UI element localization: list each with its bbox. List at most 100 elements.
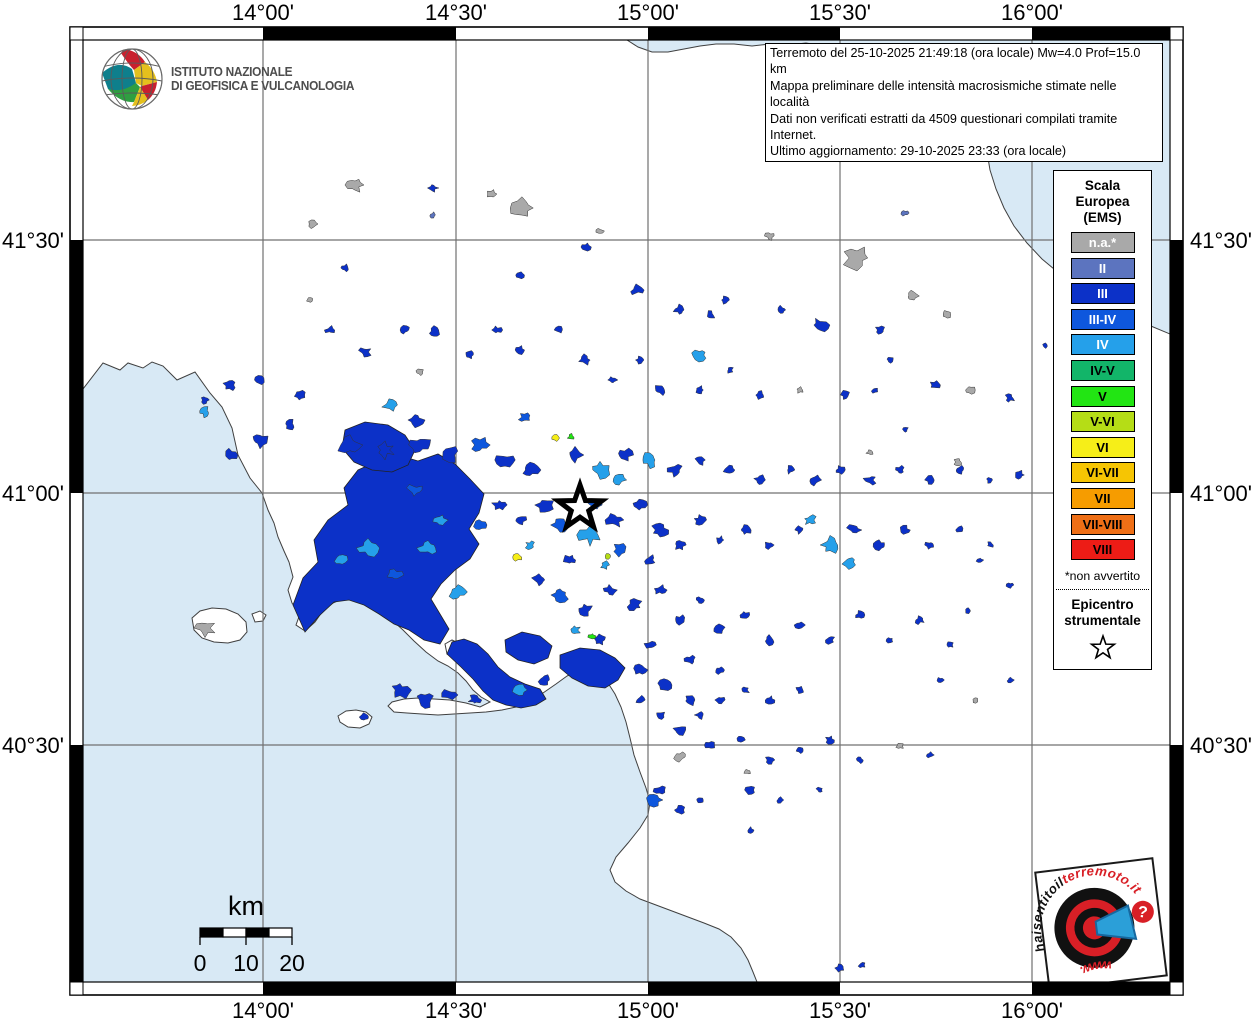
intensity-area-III bbox=[515, 516, 528, 526]
axis-label-right: 40°30' bbox=[1190, 733, 1252, 758]
intensity-area-III bbox=[721, 295, 730, 305]
intensity-area-III bbox=[530, 573, 546, 587]
intensity-area-III bbox=[707, 310, 716, 319]
intensity-area-na bbox=[344, 178, 365, 193]
intensity-area-III bbox=[1005, 582, 1015, 589]
intensity-area-na bbox=[907, 289, 920, 301]
intensity-area-III bbox=[955, 464, 964, 475]
intensity-area-na bbox=[743, 768, 751, 775]
intensity-area-III bbox=[855, 756, 864, 765]
intensity-area-III bbox=[694, 456, 706, 466]
intensity-area-III bbox=[407, 414, 426, 429]
intensity-area-III bbox=[534, 500, 554, 513]
intensity-area-V bbox=[587, 633, 597, 640]
intensity-area-III bbox=[416, 693, 434, 709]
intensity-area-III bbox=[846, 524, 863, 534]
intensity-area-III bbox=[795, 685, 804, 694]
axis-label-top: 16°00' bbox=[1001, 0, 1063, 25]
intensity-area-III bbox=[870, 387, 878, 394]
intensity-area-na bbox=[595, 228, 605, 234]
intensity-area-III bbox=[634, 355, 645, 365]
intensity-area-na bbox=[972, 697, 978, 704]
intensity-area-III bbox=[747, 826, 755, 834]
intensity-area-na bbox=[193, 622, 216, 639]
intensity-area-III bbox=[604, 513, 625, 528]
intensity-area-na bbox=[487, 189, 498, 198]
legend-title-line3: (EMS) bbox=[1083, 210, 1122, 225]
intensity-area-III bbox=[874, 325, 885, 335]
intensity-area-IV bbox=[355, 537, 380, 558]
intensity-area-III bbox=[632, 498, 648, 511]
intensity-area-IV bbox=[592, 460, 611, 480]
axis-label-bottom: 15°00' bbox=[617, 998, 679, 1023]
info-line-1: Terremoto del 25-10-2025 21:49:18 (ora l… bbox=[770, 46, 1141, 77]
scale-bar-unit: km bbox=[228, 891, 264, 921]
intensity-area-III bbox=[643, 640, 657, 649]
intensity-area-III bbox=[872, 539, 885, 552]
intensity-area-III bbox=[683, 654, 696, 665]
intensity-area-III bbox=[673, 805, 686, 815]
intensity-area-III bbox=[714, 697, 726, 705]
intensity-area-III bbox=[902, 427, 909, 433]
intensity-area-III bbox=[929, 380, 941, 389]
intensity-area-III bbox=[467, 694, 483, 704]
info-line-3: Dati non verificati estratti da 4509 que… bbox=[770, 111, 1118, 143]
legend-title: Scala Europea (EMS) bbox=[1054, 178, 1151, 226]
intensity-area-IV bbox=[804, 514, 817, 526]
intensity-area-III bbox=[252, 434, 269, 450]
intensity-area-III bbox=[293, 389, 306, 401]
intensity-area-na bbox=[953, 458, 963, 466]
intensity-area-III bbox=[1004, 393, 1016, 403]
intensity-area-III-IV bbox=[550, 588, 569, 604]
intensity-area-III bbox=[825, 636, 836, 645]
intensity-area-III bbox=[955, 525, 964, 533]
legend-epicenter-label: Epicentro strumentale bbox=[1054, 597, 1151, 629]
intensity-area-III bbox=[633, 663, 649, 675]
intensity-area-III bbox=[862, 476, 877, 486]
intensity-area-III bbox=[428, 325, 440, 337]
intensity-area-III bbox=[813, 317, 831, 333]
ingv-logo-line2: DI GEOFISICA E VULCANOLOGIA bbox=[171, 79, 355, 93]
intensity-area-IV bbox=[512, 683, 528, 696]
intensity-area-na bbox=[510, 196, 534, 217]
intensity-area-III bbox=[693, 711, 704, 720]
intensity-area-III bbox=[794, 525, 804, 535]
intensity-area-III bbox=[741, 686, 750, 694]
intensity-area-III bbox=[490, 500, 508, 511]
intensity-area-III bbox=[900, 524, 911, 535]
axis-label-left: 41°00' bbox=[2, 481, 64, 506]
intensity-area-na bbox=[842, 246, 869, 272]
intensity-area-na bbox=[865, 449, 874, 455]
intensity-area-III bbox=[607, 376, 619, 384]
watermark-question-mark: ? bbox=[1137, 904, 1149, 922]
intensity-area-III bbox=[200, 396, 210, 405]
intensity-area-III bbox=[716, 535, 725, 545]
intensity-area-na bbox=[943, 310, 951, 319]
ingv-globe-icon bbox=[101, 48, 163, 110]
intensity-area-III bbox=[441, 446, 459, 464]
intensity-area-III bbox=[656, 711, 666, 720]
intensity-area-III bbox=[764, 541, 775, 550]
intensity-area-III bbox=[340, 263, 349, 273]
intensity-area-III-IV bbox=[471, 436, 491, 452]
legend-footnote: *non avvertito bbox=[1064, 569, 1141, 584]
intensity-area-III bbox=[254, 375, 265, 386]
legend-swatch-IV-V: IV-V bbox=[1070, 359, 1135, 381]
legend-swatch-V: V bbox=[1070, 385, 1135, 407]
intensity-area-III bbox=[764, 695, 776, 705]
ingv-logo-text: ISTITUTO NAZIONALE DI GEOFISICA E VULCAN… bbox=[171, 65, 354, 94]
intensity-area-na bbox=[796, 386, 804, 394]
intensity-area-III bbox=[857, 962, 866, 969]
intensity-area-III bbox=[835, 465, 846, 475]
intensity-area-III bbox=[936, 677, 945, 683]
intensity-area-V-VI bbox=[604, 553, 611, 560]
intensity-area-III-IV bbox=[646, 794, 664, 808]
legend-swatch-VI: VI bbox=[1070, 436, 1135, 458]
intensity-area-III bbox=[491, 325, 504, 334]
intensity-area-III bbox=[666, 463, 683, 478]
intensity-area-IV bbox=[819, 535, 839, 554]
legend-epicenter-line2: strumentale bbox=[1064, 613, 1141, 629]
ems-legend: Scala Europea (EMS) n.a.* II III III-IV IV IV… bbox=[1053, 170, 1152, 671]
